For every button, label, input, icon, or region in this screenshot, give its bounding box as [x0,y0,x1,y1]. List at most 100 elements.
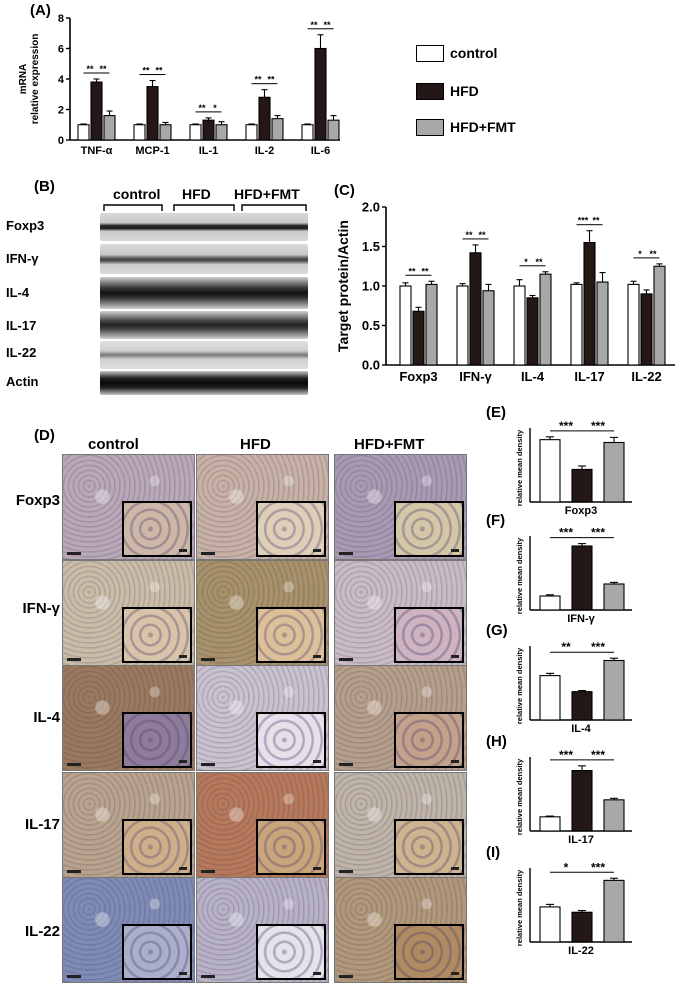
scale-bar-inset [313,972,321,975]
ihc-inset-magnified [122,712,192,768]
blot-strip-il4 [100,277,308,309]
x-axis-label: IL-22 [568,945,594,957]
sig-mark: ** [99,64,107,74]
bar-hfd [90,81,103,141]
ihc-micrograph-il-4-hfd-fmt [334,665,467,771]
blot-group-brackets [103,204,307,211]
bar-hfd-fmt [215,124,228,141]
ihc-micrograph-ifn--control [62,560,195,666]
sig-mark: ** [478,230,486,240]
bar-control [456,285,469,366]
blot-strip-il22 [100,341,308,369]
chart-h-il17-density: relative mean density *** *** IL-17 [515,748,632,846]
scale-bar [339,658,353,661]
bar-hfd [146,86,159,141]
sig-mark: *** [591,860,605,874]
bar-hfd-fmt [603,799,625,832]
y-axis-label: relative mean density [515,758,524,835]
sig-mark: ** [86,64,94,74]
scale-bar [67,870,81,873]
chart-i-il22-density: relative mean density* ***IL-22 [515,860,632,957]
scale-bar-inset [451,549,459,552]
category-label: MCP-1 [135,145,169,157]
blot-label-actin: Actin [6,374,39,389]
scale-bar-inset [451,972,459,975]
bar-hfd [526,297,539,366]
sig-mark: ** [198,103,206,113]
bar-control [399,285,412,366]
bar-hfd [583,241,596,366]
scale-bar [339,870,353,873]
blot-strip-actin [100,371,308,395]
chart-g-il4-density: relative mean density** ***IL-4 [515,640,632,735]
bar-control [539,439,561,503]
panel-label-g: (G) [486,622,508,639]
ihc-micrograph-il-17-hfd [196,772,329,878]
bar-hfd [571,911,593,943]
sig-mark: * [213,103,217,113]
ihc-row-il4: IL-4 [33,709,60,726]
panel-label-f: (F) [486,512,506,529]
bar-hfd [469,252,482,366]
blot-group-fmt: HFD+FMT [234,186,300,202]
ihc-row-il17: IL-17 [24,816,60,833]
bar-hfd-fmt [271,118,284,141]
category-label: IL-1 [199,145,219,157]
sig-mark: ** [267,75,275,85]
blot-strip-ifng [100,244,308,274]
scale-bar [201,763,215,766]
panel-label-d: (D) [34,427,55,444]
sig-mark: * [524,257,528,267]
ihc-micrograph-il-22-control [62,877,195,983]
scale-bar-inset [179,549,187,552]
y-axis-label: relative mean density [515,537,524,614]
bar-hfd [412,310,425,366]
category-label: TNF-α [81,145,113,157]
bar-hfd-fmt [482,290,495,366]
scale-bar-inset [313,867,321,870]
panel-label-h: (H) [486,733,507,750]
sig-mark: ** [535,257,543,267]
x-axis-label: IFN-γ [567,613,595,625]
legend-item-fmt: HFD+FMT [416,116,516,138]
legend-swatch-hfd [416,82,444,100]
sig-mark: ** [310,20,318,30]
x-axis-label: IL-17 [568,834,594,846]
blot-label-foxp3: Foxp3 [6,218,45,233]
ihc-inset-magnified [122,607,192,663]
ihc-col-hfd: HFD [240,436,271,453]
bar-hfd-fmt [603,583,625,611]
bar-hfd-fmt [603,879,625,943]
panel-label-i: (I) [486,844,501,861]
sig-mark: *** [559,419,573,433]
sig-mark: * [564,860,569,874]
sig-mark: ** [323,20,331,30]
ihc-inset-magnified [394,924,464,980]
scale-bar-inset [313,760,321,763]
bar-hfd [571,770,593,832]
ihc-micrograph-ifn--hfd [196,560,329,666]
bar-hfd [571,545,593,611]
ihc-micrograph-foxp3-hfd-fmt [334,454,467,560]
legend-swatch-fmt [416,118,444,136]
ihc-inset-magnified [122,501,192,557]
bar-hfd-fmt [603,659,625,721]
bar-control [539,595,561,611]
legend-label-hfd: HFD [450,83,479,99]
bar-hfd-fmt [539,273,552,366]
sig-mark: *** [578,216,589,226]
blot-label-il17: IL-17 [6,318,37,333]
scale-bar [201,552,215,555]
sig-mark: *** [591,526,605,540]
sig-mark: ** [408,266,416,276]
bar-control [627,283,640,366]
ihc-col-fmt: HFD+FMT [354,436,425,453]
bar-control [570,283,583,366]
panel-label-b: (B) [34,178,55,195]
scale-bar [67,658,81,661]
bar-hfd-fmt [653,265,666,366]
sig-mark: ** [465,230,473,240]
scale-bar-inset [451,867,459,870]
blot-label-il4: IL-4 [6,285,30,300]
bar-control [539,816,561,832]
